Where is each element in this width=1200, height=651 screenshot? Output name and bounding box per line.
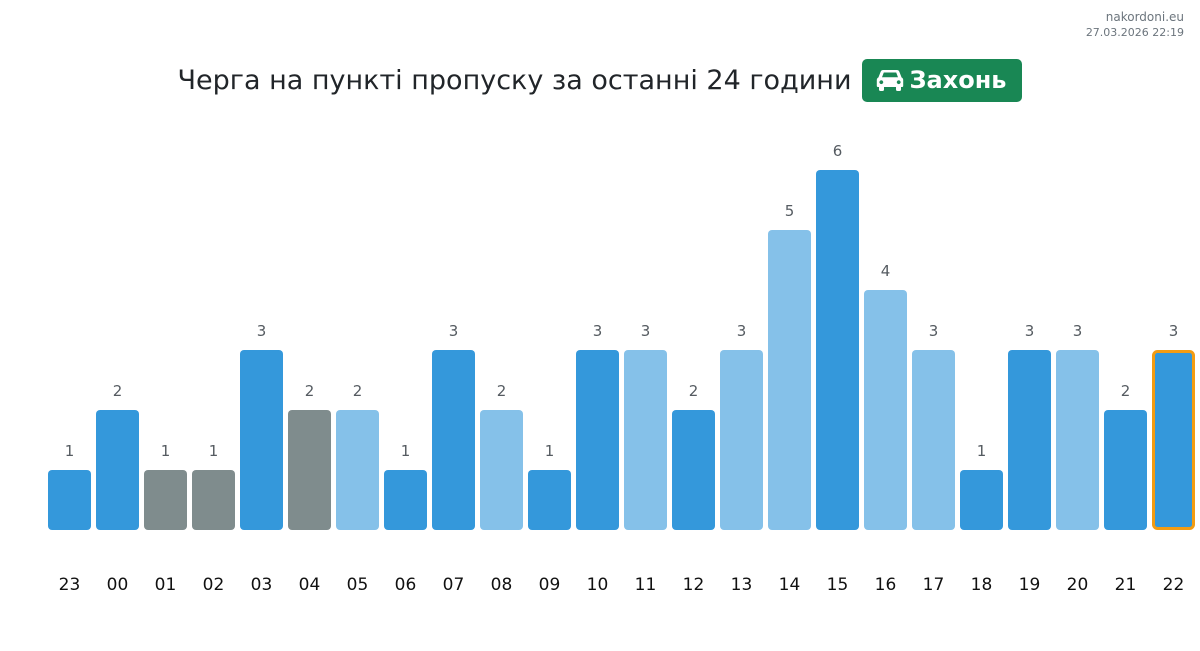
x-tick-03: 03 [251,575,273,595]
value-label-10: 3 [593,322,603,340]
bar-04 [288,410,331,530]
x-tick-00: 00 [107,575,129,595]
car-icon [876,68,904,92]
x-tick-13: 13 [731,575,753,595]
bar-17 [912,350,955,530]
value-label-03: 3 [257,322,267,340]
bar-11 [624,350,667,530]
x-tick-07: 07 [443,575,465,595]
bar-09 [528,470,571,530]
brand-stamp: nakordoni.eu 27.03.2026 22:19 [1086,9,1184,41]
chart-header: Черга на пункті пропуску за останні 24 г… [0,58,1200,102]
checkpoint-badge: Захонь [861,58,1023,102]
x-tick-08: 08 [491,575,513,595]
value-label-23: 1 [65,442,75,460]
bar-13 [720,350,763,530]
value-label-01: 1 [161,442,171,460]
bar-20 [1056,350,1099,530]
value-label-02: 1 [209,442,219,460]
value-label-08: 2 [497,382,507,400]
bar-18 [960,470,1003,530]
x-tick-12: 12 [683,575,705,595]
x-tick-09: 09 [539,575,561,595]
bar-01 [144,470,187,530]
bar-19 [1008,350,1051,530]
x-tick-17: 17 [923,575,945,595]
value-label-09: 1 [545,442,555,460]
value-label-18: 1 [977,442,987,460]
bar-02 [192,470,235,530]
value-label-19: 3 [1025,322,1035,340]
x-tick-15: 15 [827,575,849,595]
x-tick-14: 14 [779,575,801,595]
x-tick-23: 23 [59,575,81,595]
bar-07 [432,350,475,530]
bar-15 [816,170,859,530]
bar-22 [1152,350,1195,530]
value-label-12: 2 [689,382,699,400]
value-label-04: 2 [305,382,315,400]
value-label-21: 2 [1121,382,1131,400]
x-tick-18: 18 [971,575,993,595]
brand-timestamp: 27.03.2026 22:19 [1085,26,1184,39]
bar-08 [480,410,523,530]
x-tick-20: 20 [1067,575,1089,595]
x-tick-21: 21 [1115,575,1137,595]
value-label-22: 3 [1169,322,1179,340]
x-tick-22: 22 [1163,575,1185,595]
bar-23 [48,470,91,530]
value-label-06: 1 [401,442,411,460]
x-tick-10: 10 [587,575,609,595]
value-label-20: 3 [1073,322,1083,340]
checkpoint-name: Захонь [909,66,1007,94]
x-tick-05: 05 [347,575,369,595]
value-label-00: 2 [113,382,123,400]
value-label-07: 3 [449,322,459,340]
bar-06 [384,470,427,530]
value-label-16: 4 [881,262,891,280]
bar-16 [864,290,907,530]
x-tick-04: 04 [299,575,321,595]
value-label-13: 3 [737,322,747,340]
chart-title: Черга на пункті пропуску за останні 24 г… [177,64,852,96]
bar-21 [1104,410,1147,530]
x-tick-06: 06 [395,575,417,595]
bar-12 [672,410,715,530]
bar-03 [240,350,283,530]
value-label-11: 3 [641,322,651,340]
value-label-15: 6 [833,142,843,160]
x-tick-11: 11 [635,575,657,595]
x-tick-19: 19 [1019,575,1041,595]
bar-00 [96,410,139,530]
x-tick-01: 01 [155,575,177,595]
value-label-14: 5 [785,202,795,220]
brand-site: nakordoni.eu [1105,10,1184,24]
value-label-17: 3 [929,322,939,340]
bar-10 [576,350,619,530]
bar-14 [768,230,811,530]
x-tick-16: 16 [875,575,897,595]
bar-05 [336,410,379,530]
x-tick-02: 02 [203,575,225,595]
value-label-05: 2 [353,382,363,400]
